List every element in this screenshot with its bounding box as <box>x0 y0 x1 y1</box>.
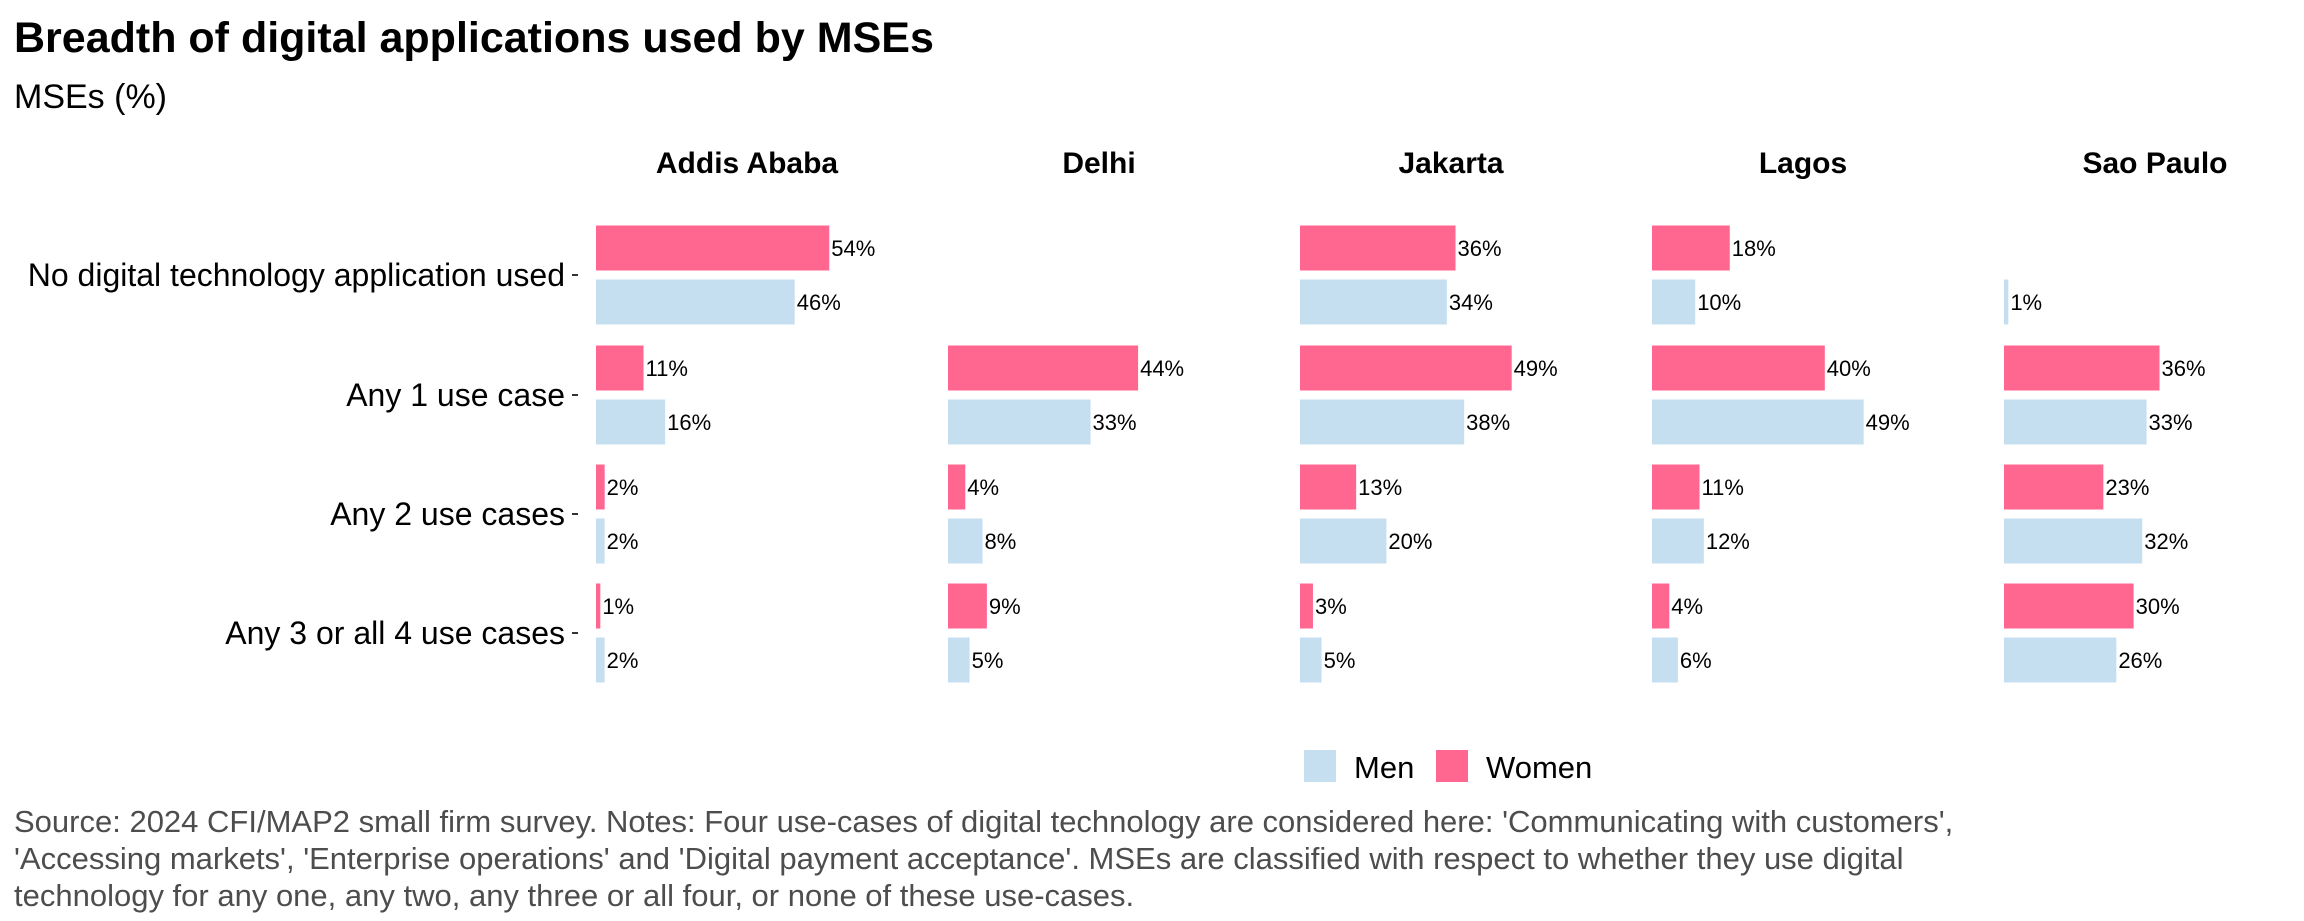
data-label: 54% <box>831 236 875 261</box>
men-bar <box>1652 279 1696 325</box>
data-label: 36% <box>2162 356 2206 381</box>
data-label: 49% <box>1866 410 1910 435</box>
women-legend-swatch <box>1436 750 1468 782</box>
women-bar <box>948 464 966 510</box>
data-label: 2% <box>607 648 639 673</box>
chart-title: Breadth of digital applications used by … <box>14 14 934 62</box>
women-bar <box>2004 464 2104 510</box>
men-bar <box>948 518 983 564</box>
men-bar <box>2004 637 2117 683</box>
legend-label: Women <box>1486 750 1592 785</box>
source-note: Source: 2024 CFI/MAP2 small firm survey.… <box>14 803 2264 914</box>
data-label: 6% <box>1680 648 1712 673</box>
data-label: 40% <box>1827 356 1871 381</box>
source-line: 'Accessing markets', 'Enterprise operati… <box>14 841 1904 876</box>
men-bar <box>2004 279 2009 325</box>
data-label: 46% <box>797 290 841 315</box>
facet-label: Jakarta <box>1398 147 1503 180</box>
men-bar <box>1300 518 1387 564</box>
data-label: 9% <box>989 594 1021 619</box>
data-label: 20% <box>1388 529 1432 554</box>
men-bar <box>596 399 666 445</box>
data-label: 1% <box>2010 290 2042 315</box>
data-label: 4% <box>967 475 999 500</box>
data-label: 1% <box>602 594 634 619</box>
facet-label: Delhi <box>1062 147 1135 180</box>
source-line: Source: 2024 CFI/MAP2 small firm survey.… <box>14 804 1954 839</box>
data-label: 49% <box>1514 356 1558 381</box>
men-bar <box>948 399 1091 445</box>
chart-subtitle: MSEs (%) <box>14 78 167 116</box>
data-label: 33% <box>1093 410 1137 435</box>
men-bar <box>1300 637 1322 683</box>
men-bar <box>1300 279 1447 325</box>
data-label: 23% <box>2105 475 2149 500</box>
women-bar <box>596 464 605 510</box>
women-bar <box>1300 583 1313 629</box>
data-label: 26% <box>2118 648 2162 673</box>
facet-label: Addis Ababa <box>656 147 839 180</box>
facet-label: Sao Paulo <box>2082 147 2227 180</box>
men-legend-swatch <box>1304 750 1336 782</box>
data-label: 10% <box>1697 290 1741 315</box>
men-bar <box>2004 518 2143 564</box>
women-bar <box>2004 583 2134 629</box>
category-label: No digital technology application used <box>28 257 565 293</box>
women-bar <box>1652 345 1825 391</box>
men-bar <box>1652 518 1704 564</box>
women-bar <box>1300 345 1512 391</box>
data-label: 33% <box>2149 410 2193 435</box>
legend-label: Men <box>1354 750 1414 785</box>
data-label: 5% <box>972 648 1004 673</box>
men-bar <box>948 637 970 683</box>
data-label: 16% <box>667 410 711 435</box>
men-bar <box>596 518 605 564</box>
men-bar <box>596 637 605 683</box>
data-label: 3% <box>1315 594 1347 619</box>
women-bar <box>948 345 1139 391</box>
category-label: Any 2 use cases <box>330 496 565 532</box>
women-bar <box>596 583 601 629</box>
men-bar <box>1652 637 1678 683</box>
women-bar <box>1300 225 1456 271</box>
faceted-bar-chart: Addis Ababa Delhi Jakarta Lagos Sao Paulo No … <box>28 147 2228 785</box>
data-label: 2% <box>607 475 639 500</box>
data-label: 34% <box>1449 290 1493 315</box>
data-label: 4% <box>1671 594 1703 619</box>
data-label: 8% <box>985 529 1017 554</box>
men-bar <box>1300 399 1465 445</box>
data-label: 30% <box>2136 594 2180 619</box>
women-bar <box>596 345 644 391</box>
women-bar <box>2004 345 2160 391</box>
women-bar <box>948 583 987 629</box>
data-label: 18% <box>1732 236 1776 261</box>
women-bar <box>1652 583 1670 629</box>
source-line: technology for any one, any two, any thr… <box>14 878 1135 913</box>
facet-label: Lagos <box>1759 147 1847 180</box>
data-label: 12% <box>1706 529 1750 554</box>
women-bar <box>1652 225 1730 271</box>
data-label: 11% <box>646 356 688 381</box>
men-bar <box>596 279 795 325</box>
data-label: 13% <box>1358 475 1402 500</box>
category-label: Any 3 or all 4 use cases <box>225 615 565 651</box>
men-bar <box>2004 399 2147 445</box>
data-label: 38% <box>1466 410 1510 435</box>
data-label: 11% <box>1702 475 1744 500</box>
data-label: 32% <box>2144 529 2188 554</box>
data-label: 36% <box>1458 236 1502 261</box>
women-bar <box>1652 464 1700 510</box>
data-label: 44% <box>1140 356 1184 381</box>
women-bar <box>1300 464 1357 510</box>
data-label: 5% <box>1324 648 1356 673</box>
women-bar <box>596 225 830 271</box>
data-label: 2% <box>607 529 639 554</box>
men-bar <box>1652 399 1864 445</box>
category-label: Any 1 use case <box>346 377 565 413</box>
